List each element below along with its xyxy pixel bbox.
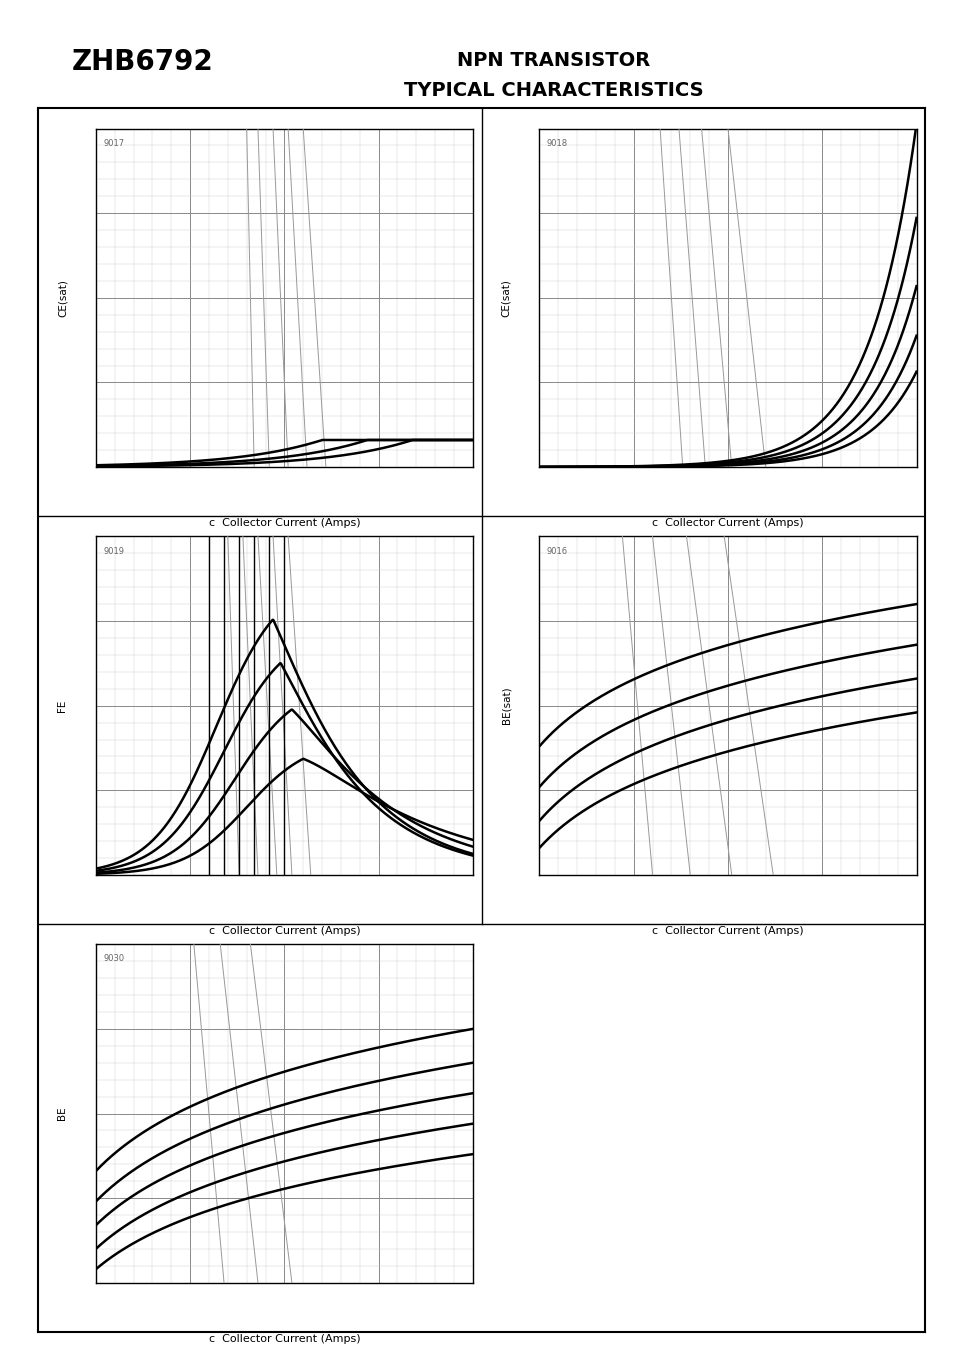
Text: CE(sat): CE(sat) xyxy=(57,279,68,316)
Text: BE: BE xyxy=(57,1107,68,1121)
Text: NPN TRANSISTOR: NPN TRANSISTOR xyxy=(456,51,649,70)
Text: BE(sat): BE(sat) xyxy=(500,687,511,725)
Text: c  Collector Current (Amps): c Collector Current (Amps) xyxy=(209,926,360,937)
Text: CE(sat): CE(sat) xyxy=(500,279,511,316)
Text: FE: FE xyxy=(57,699,68,713)
Text: c  Collector Current (Amps): c Collector Current (Amps) xyxy=(209,1334,360,1344)
Text: 9030: 9030 xyxy=(103,955,124,964)
Text: c  Collector Current (Amps): c Collector Current (Amps) xyxy=(652,926,803,937)
Text: 9018: 9018 xyxy=(546,139,567,147)
Text: 9019: 9019 xyxy=(103,546,124,556)
Text: ZHB6792: ZHB6792 xyxy=(72,47,213,76)
Text: TYPICAL CHARACTERISTICS: TYPICAL CHARACTERISTICS xyxy=(403,81,702,100)
Text: 9017: 9017 xyxy=(103,139,124,147)
Text: 9016: 9016 xyxy=(546,546,567,556)
Text: c  Collector Current (Amps): c Collector Current (Amps) xyxy=(652,518,803,529)
Text: c  Collector Current (Amps): c Collector Current (Amps) xyxy=(209,518,360,529)
